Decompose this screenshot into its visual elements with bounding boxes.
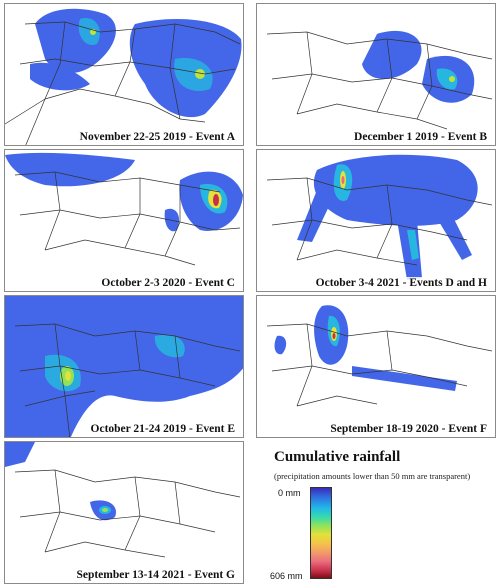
rainfall-map-event-c bbox=[5, 152, 243, 266]
panel-caption: October 21-24 2019 - Event E bbox=[88, 423, 237, 435]
colorbar-max-label: 606 mm bbox=[270, 571, 303, 581]
panel-caption: November 22-25 2019 - Event A bbox=[77, 131, 237, 143]
colorbar-min-label: 0 mm bbox=[278, 488, 301, 498]
rainfall-map-event-g bbox=[5, 442, 241, 558]
panel-caption: September 18-19 2020 - Event F bbox=[328, 423, 489, 435]
map-panel-event-f: September 18-19 2020 - Event F bbox=[256, 295, 496, 438]
panel-caption: December 1 2019 - Event B bbox=[352, 131, 489, 143]
colorbar bbox=[310, 487, 332, 579]
legend-subtitle: (precipitation amounts lower than 50 mm … bbox=[274, 471, 471, 481]
rainfall-map-event-b bbox=[266, 30, 493, 130]
map-panel-event-c: October 2-3 2020 - Event C bbox=[4, 149, 244, 292]
panel-caption: October 3-4 2021 - Events D and H bbox=[313, 277, 489, 289]
map-panel-events-d-and-h: October 3-4 2021 - Events D and H bbox=[256, 149, 496, 292]
map-panel-event-b: December 1 2019 - Event B bbox=[256, 3, 496, 146]
panel-caption: October 2-3 2020 - Event C bbox=[99, 277, 237, 289]
map-panel-event-a: November 22-25 2019 - Event A bbox=[4, 3, 244, 146]
rainfall-map-event-a bbox=[5, 8, 242, 145]
map-panel-event-g: September 13-14 2021 - Event G bbox=[4, 441, 244, 584]
rainfall-map-event-e bbox=[5, 296, 243, 437]
rainfall-legend: Cumulative rainfall (precipitation amoun… bbox=[258, 441, 498, 584]
panel-caption: September 13-14 2021 - Event G bbox=[74, 569, 237, 581]
map-panel-event-e: October 21-24 2019 - Event E bbox=[4, 295, 244, 438]
region-borders bbox=[5, 21, 241, 145]
rainfall-map-event-f bbox=[266, 305, 493, 407]
rainfall-map-events-d-and-h bbox=[266, 154, 493, 280]
legend-title: Cumulative rainfall bbox=[274, 449, 401, 465]
